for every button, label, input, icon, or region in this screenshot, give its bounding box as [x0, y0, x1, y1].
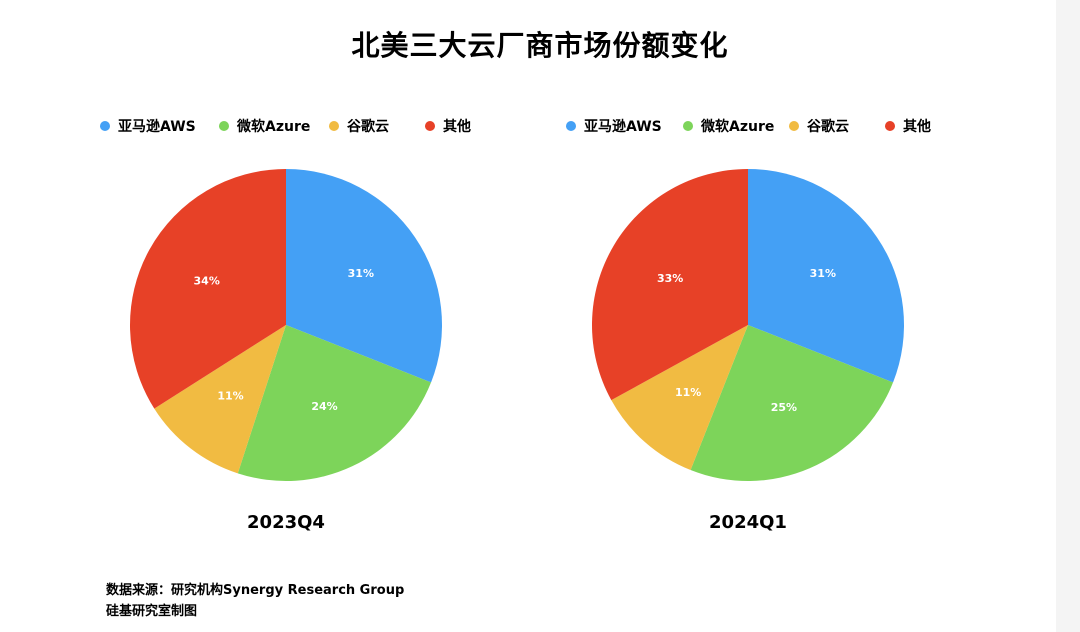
chart-title: 北美三大云厂商市场份额变化: [351, 29, 729, 62]
legend-dot-other: [425, 121, 435, 131]
slice-other: [130, 169, 286, 409]
slice-azure: [237, 325, 432, 481]
legend-2023q4: 亚马逊AWS 微软Azure 谷歌云 其他: [100, 117, 471, 135]
slice-aws: [748, 169, 904, 383]
slice-label-other: 34%: [194, 274, 220, 287]
legend-dot-aws: [100, 121, 110, 131]
legend-dot-azure: [219, 121, 229, 131]
legend-2024q1: 亚马逊AWS 微软Azure 谷歌云 其他: [566, 117, 931, 135]
slice-other: [592, 169, 748, 401]
slice-aws: [286, 169, 443, 383]
legend-label-google: 谷歌云: [347, 119, 389, 135]
slice-label-aws: 31%: [810, 267, 836, 280]
legend-label-aws: 亚马逊AWS: [584, 119, 662, 135]
slice-label-google: 11%: [217, 389, 243, 402]
legend-label-other: 其他: [443, 119, 471, 135]
credit-line: 硅基研究室制图: [106, 604, 198, 619]
slice-label-azure: 25%: [771, 401, 797, 414]
legend-dot-google: [789, 121, 799, 131]
legend-dot-aws: [566, 121, 576, 131]
legend-item-google: 谷歌云: [329, 116, 425, 136]
page-edge-strip: [1056, 0, 1080, 632]
legend-item-aws: 亚马逊AWS: [566, 116, 683, 136]
legend-item-other: 其他: [885, 116, 931, 136]
slice-label-azure: 24%: [311, 400, 337, 413]
source-line: 数据来源：研究机构Synergy Research Group: [106, 583, 405, 598]
slice-azure: [690, 325, 894, 481]
legend-dot-other: [885, 121, 895, 131]
legend-label-azure: 微软Azure: [701, 119, 775, 135]
legend-label-other: 其他: [903, 119, 931, 135]
legend-label-aws: 亚马逊AWS: [118, 119, 196, 135]
legend-label-azure: 微软Azure: [237, 119, 311, 135]
pie-chart-2023q4: 31% 24% 11% 34%: [130, 169, 443, 481]
slice-label-google: 11%: [675, 386, 701, 399]
legend-item-aws: 亚马逊AWS: [100, 116, 219, 136]
source-note: 数据来源：研究机构Synergy Research Group 硅基研究室制图: [106, 580, 404, 622]
pie-title-2023q4: 2023Q4: [247, 512, 325, 533]
pie-chart-2024q1: 31% 25% 11% 33%: [592, 169, 904, 481]
legend-item-other: 其他: [425, 116, 471, 136]
legend-label-google: 谷歌云: [807, 119, 849, 135]
legend-item-google: 谷歌云: [789, 116, 885, 136]
slice-google: [611, 325, 748, 471]
legend-dot-azure: [683, 121, 693, 131]
legend-dot-google: [329, 121, 339, 131]
legend-item-azure: 微软Azure: [683, 116, 789, 136]
pie-title-2024q1: 2024Q1: [709, 512, 787, 533]
slice-google: [154, 325, 286, 474]
slice-label-other: 33%: [657, 272, 683, 285]
slice-label-aws: 31%: [348, 267, 374, 280]
legend-item-azure: 微软Azure: [219, 116, 329, 136]
